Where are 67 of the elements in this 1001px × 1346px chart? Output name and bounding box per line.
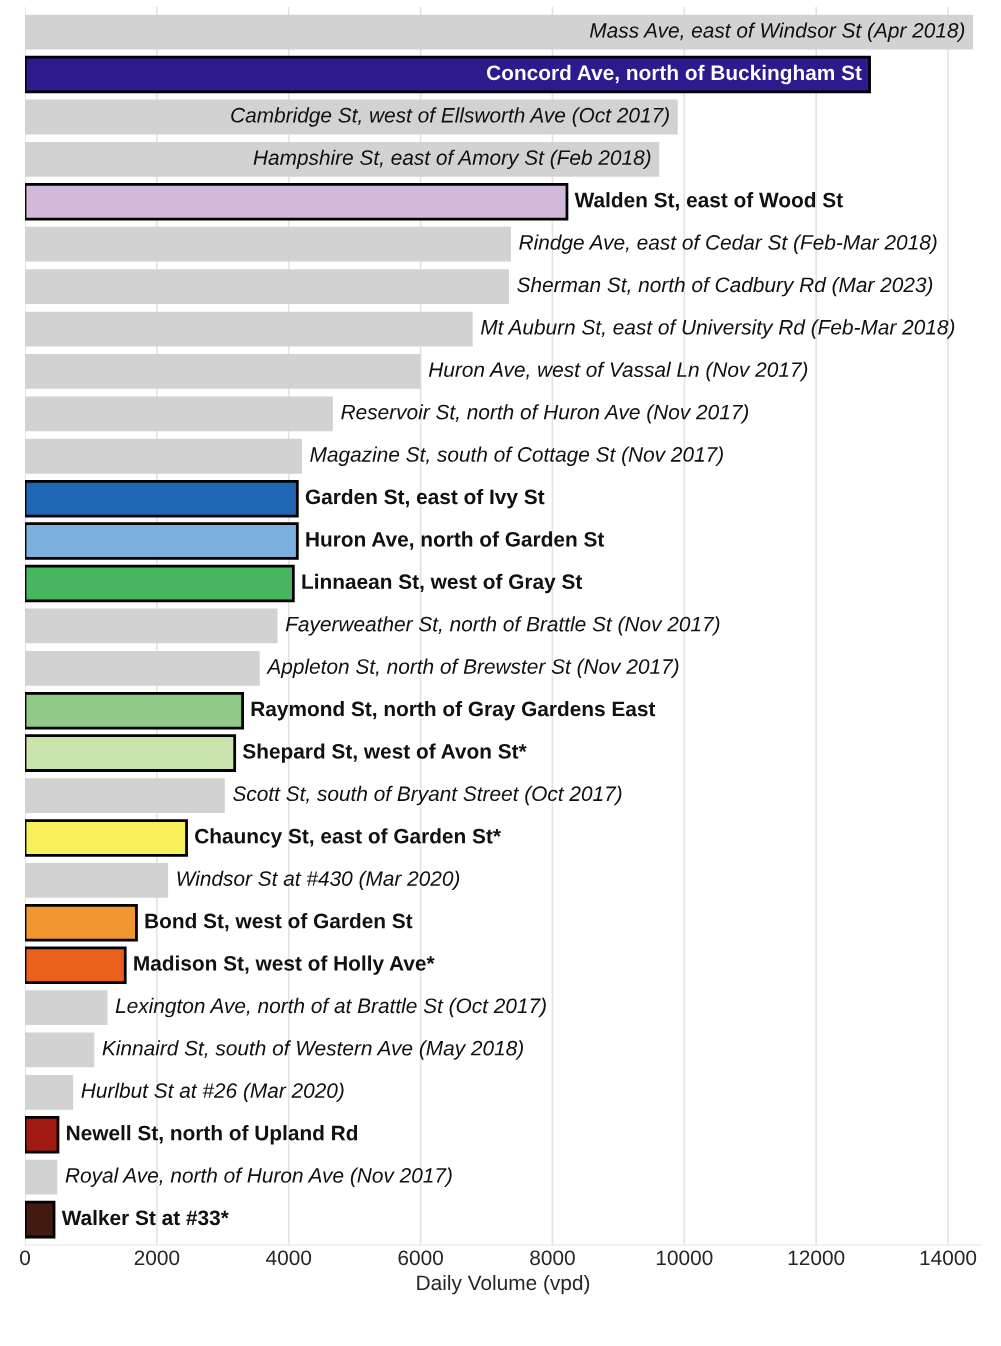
bar	[25, 1116, 60, 1154]
bar	[25, 819, 188, 857]
y-tick-label: Rindge Ave, east of Cedar St (Feb-Mar 2018)	[519, 234, 937, 254]
y-tick-label: Hurlbut St at #26 (Mar 2020)	[81, 1082, 344, 1103]
y-tick-label: Newell St, north of Upland Rd	[67, 1125, 358, 1145]
bar	[25, 354, 421, 389]
bar	[25, 862, 169, 898]
y-tick-label: Chauncy St, east of Garden St*	[195, 828, 501, 848]
bar	[25, 650, 260, 686]
y-tick-label: Concord Ave, north of Buckingham St	[487, 64, 862, 85]
y-tick-label: Madison St, west of Holly Ave*	[134, 955, 435, 975]
bar	[25, 1200, 56, 1239]
bar	[25, 734, 237, 772]
y-tick-label: Linnaean St, west of Gray St	[302, 573, 583, 594]
bar	[25, 946, 127, 984]
y-tick-label: Royal Ave, north of Huron Ave (Nov 2017)	[65, 1167, 452, 1187]
bar	[25, 564, 295, 603]
bar	[25, 691, 244, 730]
bar	[25, 1032, 95, 1068]
x-tick-label: 0	[20, 1250, 30, 1266]
y-tick-label: Huron Ave, west of Vassal Ln (Nov 2017)	[428, 361, 808, 382]
bar	[25, 1074, 74, 1110]
bar	[25, 99, 678, 135]
y-tick-label: Reservoir St, north of Huron Ave (Nov 2017)	[341, 404, 749, 424]
bar	[25, 142, 660, 177]
y-tick-label: Magazine St, south of Cottage St (Nov 2017)	[310, 446, 723, 466]
y-tick-label: Raymond St, north of Gray Gardens East	[251, 701, 656, 721]
y-tick-label: Mass Ave, east of Windsor St (Apr 2018)	[589, 22, 965, 42]
bar	[25, 479, 299, 518]
bar	[25, 396, 333, 432]
y-tick-label: Hampshire St, east of Amory St (Feb 2018)	[253, 149, 651, 170]
x-tick-label: 8000	[530, 1250, 575, 1266]
y-tick-label: Bond St, west of Garden St	[145, 913, 413, 932]
y-tick-label: Huron Ave, north of Garden St	[306, 531, 605, 550]
x-tick-label: 2000	[134, 1250, 180, 1266]
bar	[25, 269, 509, 305]
bar	[25, 183, 569, 221]
bar	[25, 522, 299, 560]
bar	[25, 14, 974, 50]
y-tick-label: Walden St, east of Wood St	[574, 192, 843, 211]
bar	[25, 1159, 58, 1195]
y-tick-label: Walker St at #33*	[61, 1209, 229, 1226]
bar	[25, 778, 225, 813]
x-tick-label: 4000	[266, 1250, 312, 1266]
y-tick-label: Sherman St, north of Cadbury Rd (Mar 2023)	[517, 276, 933, 297]
bar	[25, 226, 511, 262]
x-tick-label: 6000	[398, 1250, 443, 1266]
x-tick-label: 10000	[656, 1250, 713, 1266]
x-tick-label: 12000	[788, 1250, 845, 1266]
y-tick-label: Windsor St at #430 (Mar 2020)	[177, 870, 460, 891]
y-tick-label: Mt Auburn St, east of University Rd (Feb-Mar 2018)	[480, 319, 955, 339]
bar	[25, 438, 302, 474]
x-tick-label: 14000	[920, 1250, 977, 1266]
y-tick-label: Lexington Ave, north of at Brattle St (Oct 2017)	[115, 997, 546, 1018]
y-tick-label: Scott St, south of Bryant Street (Oct 2017)	[233, 785, 622, 806]
bar	[25, 990, 108, 1025]
y-tick-label: Shepard St, west of Avon St*	[242, 743, 527, 763]
x-axis-title: Daily Volume (vpd)	[417, 1274, 590, 1295]
y-tick-label: Garden St, east of Ivy St	[305, 488, 545, 509]
bar	[25, 903, 138, 942]
y-tick-label: Appleton St, north of Brewster St (Nov 2017)	[266, 658, 679, 679]
y-tick-label: Cambridge St, west of Ellsworth Ave (Oct 2017)	[231, 107, 669, 127]
bar	[25, 608, 278, 644]
y-tick-label: Fayerweather St, north of Brattle St (Nov 2017)	[285, 616, 720, 636]
y-tick-label: Kinnaird St, south of Western Ave (May 2018)	[102, 1040, 523, 1060]
bar	[25, 311, 473, 347]
bar	[25, 55, 871, 94]
